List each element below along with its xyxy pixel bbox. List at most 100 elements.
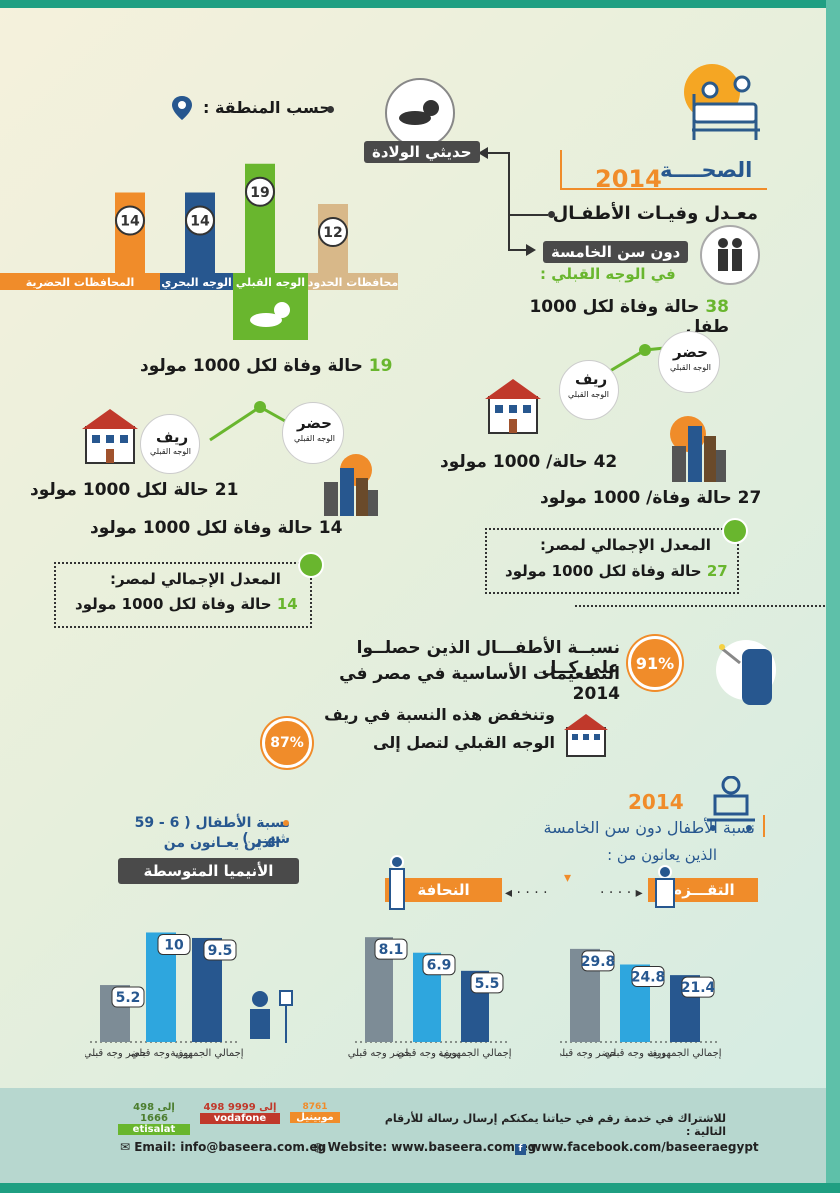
- category-label-0: حضر وجه قبلي: [560, 1048, 616, 1059]
- under-five-upper-rate: 38 حالة وفاة لكل 1000 طفل: [514, 297, 729, 337]
- category-label-1: ريف وجه قبلي: [605, 1048, 665, 1059]
- facebook-text[interactable]: www.facebook.com/baseeraegypt: [530, 1140, 759, 1154]
- newborn-rural-circle: [140, 414, 200, 474]
- under-five-national-title: المعدل الإجمالي لمصر:: [540, 536, 711, 554]
- upper-rate-value: 38: [705, 297, 729, 317]
- facebook-link[interactable]: f www.facebook.com/baseeraegypt: [515, 1140, 759, 1155]
- upper-egypt-label: في الوجه القبلي :: [540, 265, 676, 283]
- newborn-urban-sub: الوجه القبلي: [294, 434, 336, 443]
- category-label-1: ريف وجه قبلي: [131, 1048, 191, 1059]
- bar-value-box-0: [374, 938, 408, 960]
- category-label-2: الوجه القبلي: [236, 276, 305, 289]
- category-tag-0: [0, 273, 160, 290]
- vaccination-total-circle: 91%: [628, 636, 682, 690]
- bar-value-0: 29.8: [581, 954, 616, 970]
- under-five-national-rate: 27 حالة وفاة لكل 1000 مولود: [505, 562, 728, 580]
- children-icon: [700, 225, 760, 285]
- newborn-rural-rate: 21 حالة لكل 1000 مولود: [30, 480, 239, 500]
- email-link[interactable]: ✉ Email: info@baseera.com.eg: [120, 1140, 327, 1154]
- rural-house-icon: [562, 712, 610, 758]
- bar-value-1: 10: [164, 937, 184, 953]
- arrow-left-icon: ◂ · · · ·: [505, 885, 548, 901]
- city-icon: [668, 412, 728, 482]
- bullet-dot: [283, 820, 289, 826]
- category-tag-1: [160, 273, 233, 290]
- category-label-2: إجمالي الجمهورية: [648, 1048, 721, 1059]
- bar-bubble-2: [245, 176, 275, 207]
- newborn-urban-circle: [282, 402, 344, 464]
- connector-line: [508, 216, 510, 250]
- arrow-down-icon: ▾: [564, 870, 572, 886]
- vaccine-arm-icon: [716, 635, 776, 705]
- anemia-title2: الذين يعـانون من: [163, 835, 280, 851]
- newborn-national-dot: [298, 552, 324, 578]
- bullet-dot: [548, 211, 555, 218]
- under-five-urban-rate: 27 حالة وفاة/ 1000 مولود: [540, 488, 762, 508]
- bar-value-box-0: [581, 950, 615, 972]
- category-label-3: محافظات الحدود: [308, 276, 398, 289]
- stunting-bracket: [455, 815, 765, 837]
- mobinil-badge: 8761 موبينيل: [290, 1102, 340, 1130]
- infant-mortality-heading: معـدل وفيـات الأطفـال: [552, 203, 758, 224]
- under-five-rural-sub: الوجه القبلي: [568, 390, 610, 399]
- newborn-icon: [385, 78, 455, 148]
- bottom-bar: [0, 1183, 840, 1193]
- stunting-year: 2014: [628, 790, 684, 814]
- vodafone-badge: 498 إلى 9999 vodafone: [200, 1102, 280, 1130]
- category-label-0: المحافظات الحضرية: [26, 276, 135, 289]
- chart-newborn-by-region: 14 14 19 12 المحافظات الحضرية الوجه البحري الو…: [0, 163, 398, 290]
- bar-value-box-2: [470, 972, 504, 994]
- bar-value-box-1: [422, 954, 456, 976]
- newborn-upper-value: 19: [368, 356, 393, 376]
- connector-line: [508, 214, 548, 216]
- bar-value-0: 14: [120, 214, 140, 230]
- arrow-right-icon: [526, 244, 536, 256]
- connector-line: [508, 249, 528, 251]
- upper-egypt-highlight-box: [233, 290, 308, 340]
- bar-value-3: 12: [323, 225, 342, 241]
- under-five-urban-circle: [658, 331, 720, 393]
- newborn-national-rate: 14 حالة وفاة لكل 1000 مولود: [75, 595, 298, 613]
- location-pin-icon: [172, 96, 192, 120]
- arrow-left-icon: [478, 147, 488, 159]
- newborn-rural-label: ريف: [156, 428, 189, 446]
- bar-bubble-3: [318, 217, 348, 247]
- right-strip: [826, 0, 840, 1193]
- newborn-urban-rate: 14 حالة وفاة لكل 1000 مولود: [90, 518, 343, 538]
- under-five-national-dot: [722, 518, 748, 544]
- category-label-0: حضر وجه قبلي: [348, 1048, 411, 1059]
- rural-house-icon: [483, 375, 543, 437]
- city-icon: [320, 452, 380, 517]
- newborn-rural-sub: الوجه القبلي: [150, 447, 192, 456]
- by-region-label: حسب المنطقة :: [203, 98, 331, 117]
- facebook-icon: f: [515, 1144, 526, 1155]
- email-text[interactable]: Email: info@baseera.com.eg: [134, 1140, 327, 1154]
- child-icon: [650, 865, 680, 909]
- website-text[interactable]: Website: www.baseera.com.eg: [327, 1140, 537, 1154]
- arrow-right-icon: · · · · ▸: [600, 885, 643, 901]
- upper-rate-text: حالة وفاة لكل 1000 طفل: [529, 297, 729, 337]
- bullet-dot: [327, 106, 334, 113]
- newborn-upper-text: حالة وفاة لكل 1000 مولود: [140, 356, 369, 376]
- subscribe-text: للاشتراك في خدمة رقم في حياتنا يمكنكم إر…: [384, 1112, 726, 1138]
- bar-value-0: 8.1: [379, 942, 404, 958]
- bar-value-box-1: [157, 933, 191, 955]
- vaccination-rural-circle: 87%: [262, 718, 312, 768]
- vaccination-line4: الوجه القبلي لتصل إلى: [373, 733, 555, 752]
- etisalat-number: 498 إلى 1666: [133, 1102, 175, 1124]
- bar-value-2: 21.4: [681, 980, 716, 996]
- under-five-rural-rate: 42 حالة/ 1000 مولود: [440, 452, 618, 472]
- bar-value-1: 6.9: [427, 958, 452, 974]
- newborn-national-value: 14: [276, 595, 298, 613]
- vodafone-number: 498 إلى 9999: [203, 1102, 277, 1113]
- bar-bubble-0: [115, 205, 145, 236]
- bar-value-box-2: [203, 939, 237, 961]
- section-divider: [575, 605, 825, 607]
- website-link[interactable]: ◍ Website: www.baseera.com.eg: [313, 1140, 537, 1154]
- etisalat-badge: 498 إلى 1666 etisalat: [118, 1102, 190, 1135]
- under-five-national-text: حالة وفاة لكل 1000 مولود: [505, 562, 707, 580]
- under-five-urban-label: حضر: [673, 343, 708, 361]
- bar-value-2: 5.5: [475, 976, 500, 992]
- scale-icon: [705, 775, 757, 832]
- mobinil-number: 8761: [302, 1102, 328, 1112]
